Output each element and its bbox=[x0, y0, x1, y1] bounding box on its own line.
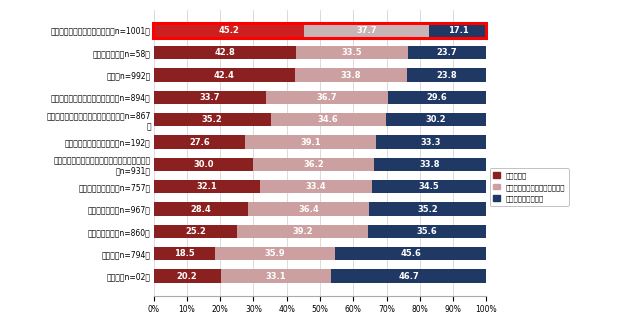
Text: 33.1: 33.1 bbox=[266, 272, 286, 280]
Text: 20.2: 20.2 bbox=[177, 272, 198, 280]
Bar bbox=[154, 91, 266, 104]
Bar bbox=[388, 91, 486, 104]
Text: 42.8: 42.8 bbox=[214, 48, 235, 57]
Bar bbox=[154, 113, 271, 126]
Bar bbox=[154, 180, 260, 193]
Text: 33.8: 33.8 bbox=[340, 71, 361, 80]
Text: 25.2: 25.2 bbox=[185, 227, 206, 236]
Bar bbox=[260, 180, 372, 193]
Bar bbox=[154, 202, 248, 216]
Text: 18.5: 18.5 bbox=[174, 249, 195, 258]
Text: 33.3: 33.3 bbox=[420, 137, 441, 147]
Text: 33.7: 33.7 bbox=[200, 93, 220, 102]
Bar bbox=[253, 158, 374, 171]
Text: 39.1: 39.1 bbox=[300, 137, 321, 147]
Bar bbox=[154, 68, 294, 82]
Bar bbox=[296, 46, 408, 59]
Bar bbox=[429, 24, 486, 37]
Bar bbox=[374, 158, 486, 171]
Text: 42.4: 42.4 bbox=[214, 71, 235, 80]
Bar bbox=[304, 24, 429, 37]
Bar bbox=[221, 269, 331, 283]
Text: 35.2: 35.2 bbox=[202, 115, 223, 124]
Text: 45.6: 45.6 bbox=[400, 249, 421, 258]
Text: 36.7: 36.7 bbox=[317, 93, 337, 102]
Bar bbox=[335, 247, 486, 260]
Text: 30.2: 30.2 bbox=[426, 115, 447, 124]
Bar bbox=[376, 135, 486, 149]
Bar bbox=[152, 23, 486, 38]
Text: 23.7: 23.7 bbox=[436, 48, 457, 57]
Bar bbox=[331, 269, 486, 283]
Bar bbox=[248, 202, 369, 216]
Bar bbox=[246, 135, 376, 149]
Bar bbox=[215, 247, 335, 260]
Text: 33.4: 33.4 bbox=[306, 182, 326, 191]
Text: 34.6: 34.6 bbox=[318, 115, 339, 124]
Bar bbox=[154, 135, 246, 149]
Text: 28.4: 28.4 bbox=[191, 204, 211, 214]
Bar bbox=[154, 46, 296, 59]
Text: 46.7: 46.7 bbox=[398, 272, 419, 280]
Bar bbox=[369, 202, 486, 216]
Text: 29.6: 29.6 bbox=[427, 93, 447, 102]
Bar bbox=[154, 269, 221, 283]
Bar bbox=[154, 158, 253, 171]
Bar bbox=[266, 91, 388, 104]
Text: 39.2: 39.2 bbox=[292, 227, 313, 236]
Text: 23.8: 23.8 bbox=[436, 71, 457, 80]
Legend: 見直したい, 見直したいが、よくわからない, 見直すつもりはない: 見直したい, 見直したいが、よくわからない, 見直すつもりはない bbox=[490, 168, 569, 206]
Bar bbox=[372, 180, 486, 193]
Bar bbox=[408, 46, 486, 59]
Text: 36.2: 36.2 bbox=[303, 160, 324, 169]
Text: 30.0: 30.0 bbox=[193, 160, 214, 169]
Bar bbox=[368, 225, 486, 238]
Text: 35.2: 35.2 bbox=[417, 204, 438, 214]
Bar bbox=[294, 68, 407, 82]
Bar bbox=[154, 247, 215, 260]
Bar bbox=[386, 113, 486, 126]
Text: 35.6: 35.6 bbox=[417, 227, 438, 236]
Text: 36.4: 36.4 bbox=[298, 204, 319, 214]
Bar bbox=[237, 225, 368, 238]
Text: 35.9: 35.9 bbox=[264, 249, 285, 258]
Text: 33.8: 33.8 bbox=[420, 160, 440, 169]
Text: 32.1: 32.1 bbox=[196, 182, 218, 191]
Text: 33.5: 33.5 bbox=[342, 48, 362, 57]
Text: 17.1: 17.1 bbox=[447, 26, 468, 35]
Text: 34.5: 34.5 bbox=[419, 182, 440, 191]
Text: 45.2: 45.2 bbox=[218, 26, 239, 35]
Text: 37.7: 37.7 bbox=[356, 26, 377, 35]
Text: 27.6: 27.6 bbox=[189, 137, 210, 147]
Bar bbox=[154, 24, 304, 37]
Bar bbox=[407, 68, 486, 82]
Bar bbox=[154, 225, 237, 238]
Bar bbox=[271, 113, 386, 126]
